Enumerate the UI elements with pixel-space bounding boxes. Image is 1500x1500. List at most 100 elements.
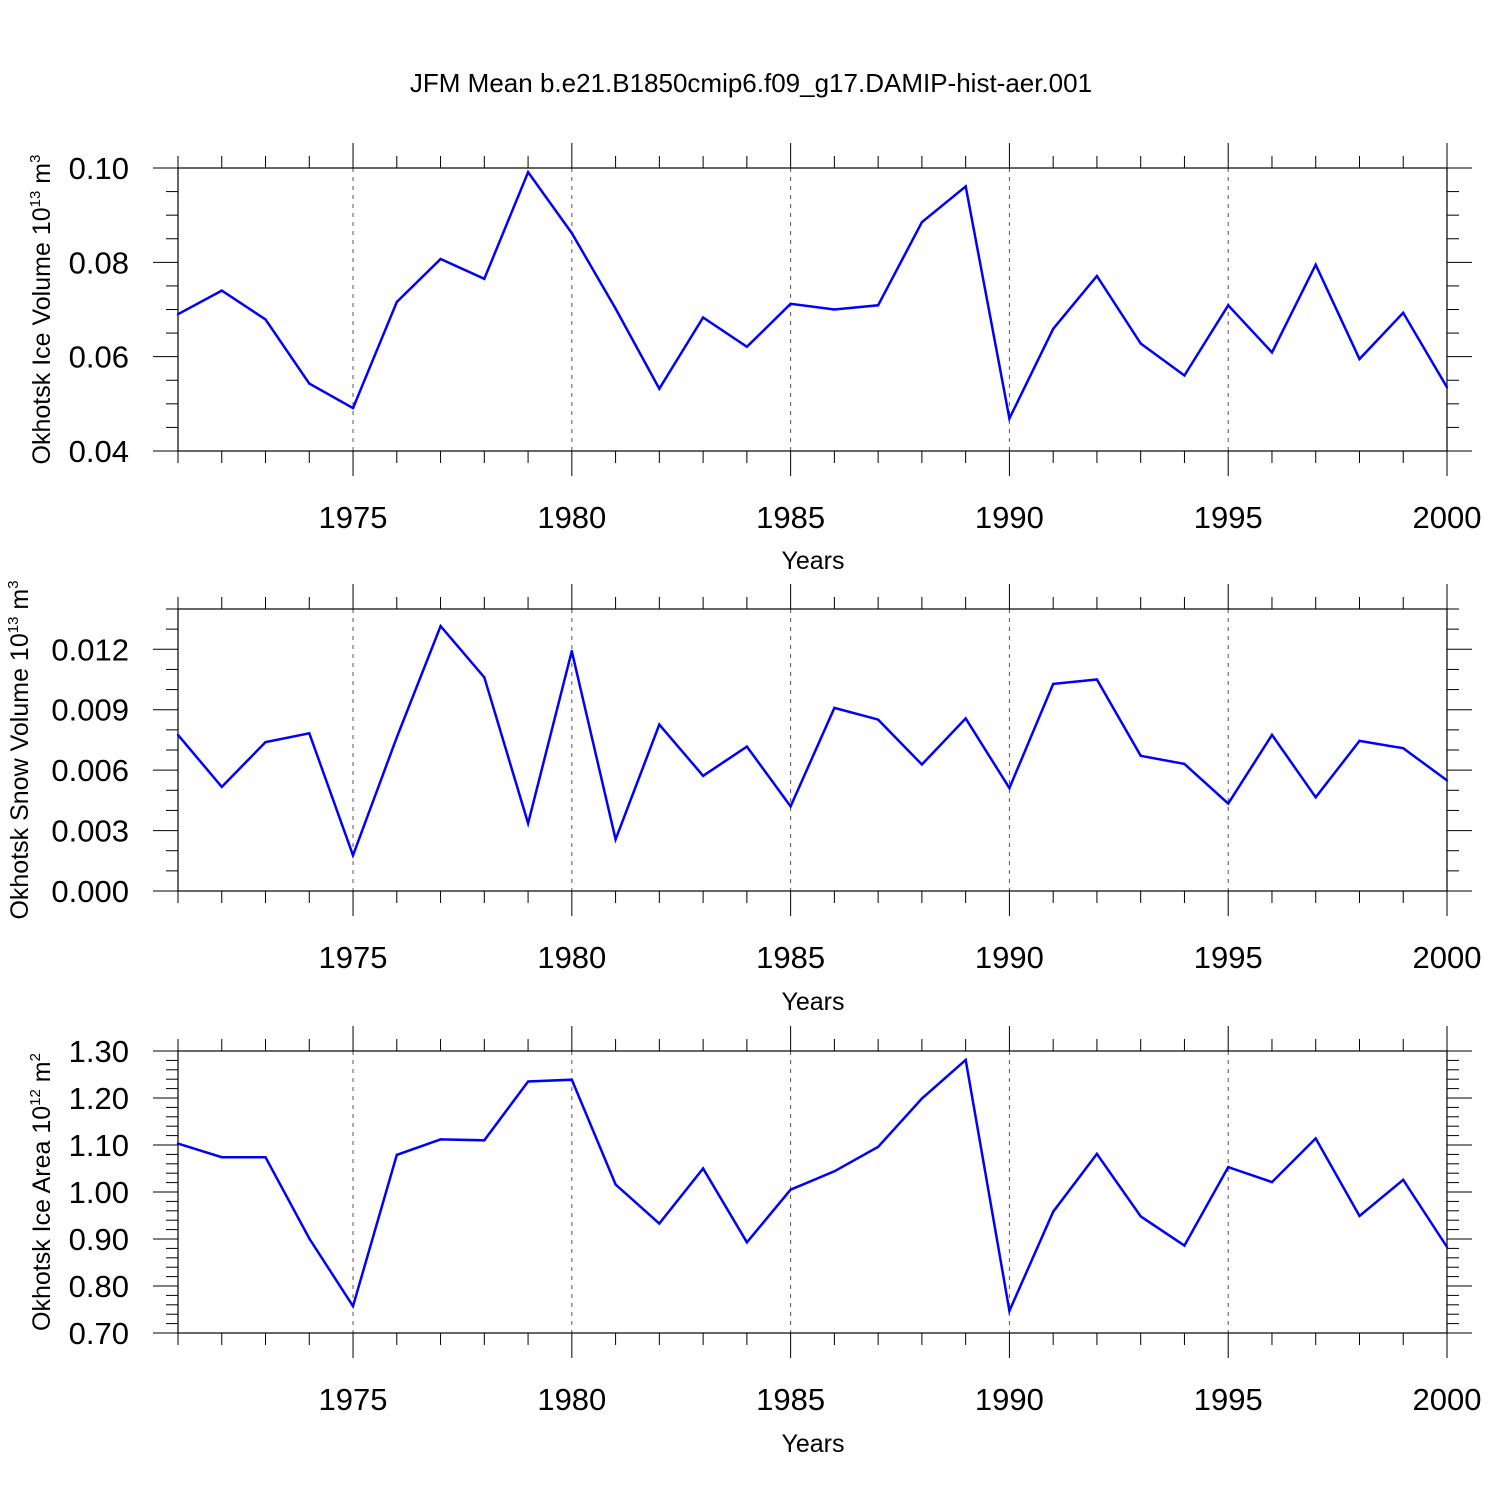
x-tick-label: 1990 [975,940,1044,975]
y-tick-label: 0.003 [51,814,129,849]
data-point [876,304,880,307]
data-point [701,1167,705,1170]
data-point [920,763,924,766]
data-point [176,733,180,737]
data-point [789,302,792,306]
data-point [1445,386,1449,389]
data-point [220,289,223,292]
data-point [1051,1210,1055,1213]
data-point [483,1139,486,1142]
data-point [1008,417,1011,420]
data-point [614,838,617,841]
data-point [1095,678,1099,681]
data-point [483,277,486,281]
data-point [220,1156,223,1159]
data-point [745,1241,749,1244]
x-tick-label: 1985 [756,1382,825,1417]
data-point [1358,1214,1361,1218]
data-point [1051,327,1055,331]
x-tick-label: 1990 [975,1382,1044,1417]
data-point [876,1145,880,1149]
chart-title: JFM Mean b.e21.B1850cmip6.f09_g17.DAMIP-… [410,68,1092,98]
x-tick-label: 1990 [975,500,1044,535]
x-axis-label: Years [781,988,844,1016]
y-axis-label: Okhotsk Ice Volume 1013 m3 [27,155,56,465]
x-tick-label: 2000 [1413,940,1482,975]
data-point [176,1142,180,1145]
data-point [1358,357,1361,361]
y-tick-label: 0.08 [69,245,129,280]
series-line-ice-volume [177,169,1449,423]
data-point [876,718,880,721]
x-tick-label: 1985 [756,940,825,975]
data-point [789,805,792,808]
data-point [395,300,398,304]
data-point [1270,733,1274,737]
data-point [1314,1137,1317,1140]
y-tick-label: 1.00 [69,1175,129,1210]
data-point [833,1170,836,1173]
y-tick-label: 0.006 [51,753,129,788]
y-tick-label: 0.04 [69,434,129,469]
data-point [745,745,749,748]
data-point [308,382,311,385]
data-point [1402,1178,1405,1181]
panel-ice-volume: 1975 1980 1985 1990 1995 2000 0.04 0.06 0.08 0.10… [27,143,1481,575]
y-tick-label: 0.90 [69,1222,129,1257]
data-point [1008,786,1011,790]
data-point [526,822,530,825]
data-point [1358,739,1361,743]
data-point [964,185,967,188]
data-point [483,676,486,679]
data-point [1227,304,1230,307]
x-tick-label: 1980 [537,500,606,535]
data-point [395,1153,398,1157]
y-tick-label: 1.20 [69,1081,129,1116]
data-point [308,732,311,735]
data-point [439,257,442,261]
panel-ice-area: 1975 1980 1985 1990 1995 2000 0.70 0.80 0.90 1.00… [27,1026,1481,1458]
data-point [264,318,267,321]
data-point [701,316,705,319]
x-tick-label: 1995 [1194,1382,1263,1417]
data-point [570,1078,574,1081]
y-tick-label: 0.10 [69,151,129,186]
x-tick-label: 2000 [1413,500,1482,535]
data-point [658,1222,661,1225]
y-axis-label: Okhotsk Snow Volume 1013 m3 [5,580,34,919]
y-tick-label: 0.06 [69,340,129,375]
plot-frame [177,608,1448,892]
data-point [1139,754,1142,758]
plot-frame [177,1050,1448,1334]
data-point [1270,351,1274,354]
data-point [745,345,749,348]
data-point [1095,1152,1099,1156]
data-point [220,785,223,789]
data-point [351,1305,355,1308]
data-point [658,387,661,390]
x-tick-label: 1985 [756,500,825,535]
y-tick-label: 0.80 [69,1269,129,1304]
data-point [614,307,617,310]
x-tick-label: 2000 [1413,1382,1482,1417]
data-point [526,171,530,174]
x-tick-label: 1975 [319,940,388,975]
x-tick-label: 1975 [319,500,388,535]
series-line-snow-volume [177,623,1448,859]
data-point [264,740,267,744]
y-tick-label: 0.009 [51,693,129,728]
data-point [308,1237,311,1240]
data-point [264,1156,267,1159]
data-point [833,308,836,311]
data-point [176,313,180,316]
data-point [1314,263,1317,266]
data-point [920,221,924,224]
data-point [1445,1245,1449,1249]
y-tick-label: 0.012 [51,632,129,667]
data-point [964,717,967,720]
data-point [395,736,398,739]
panel-snow-volume: 1975 1980 1985 1990 1995 2000 0.000 0.003 0.006 0… [5,580,1481,1016]
data-point [920,1097,924,1100]
x-tick-label: 1975 [319,1382,388,1417]
